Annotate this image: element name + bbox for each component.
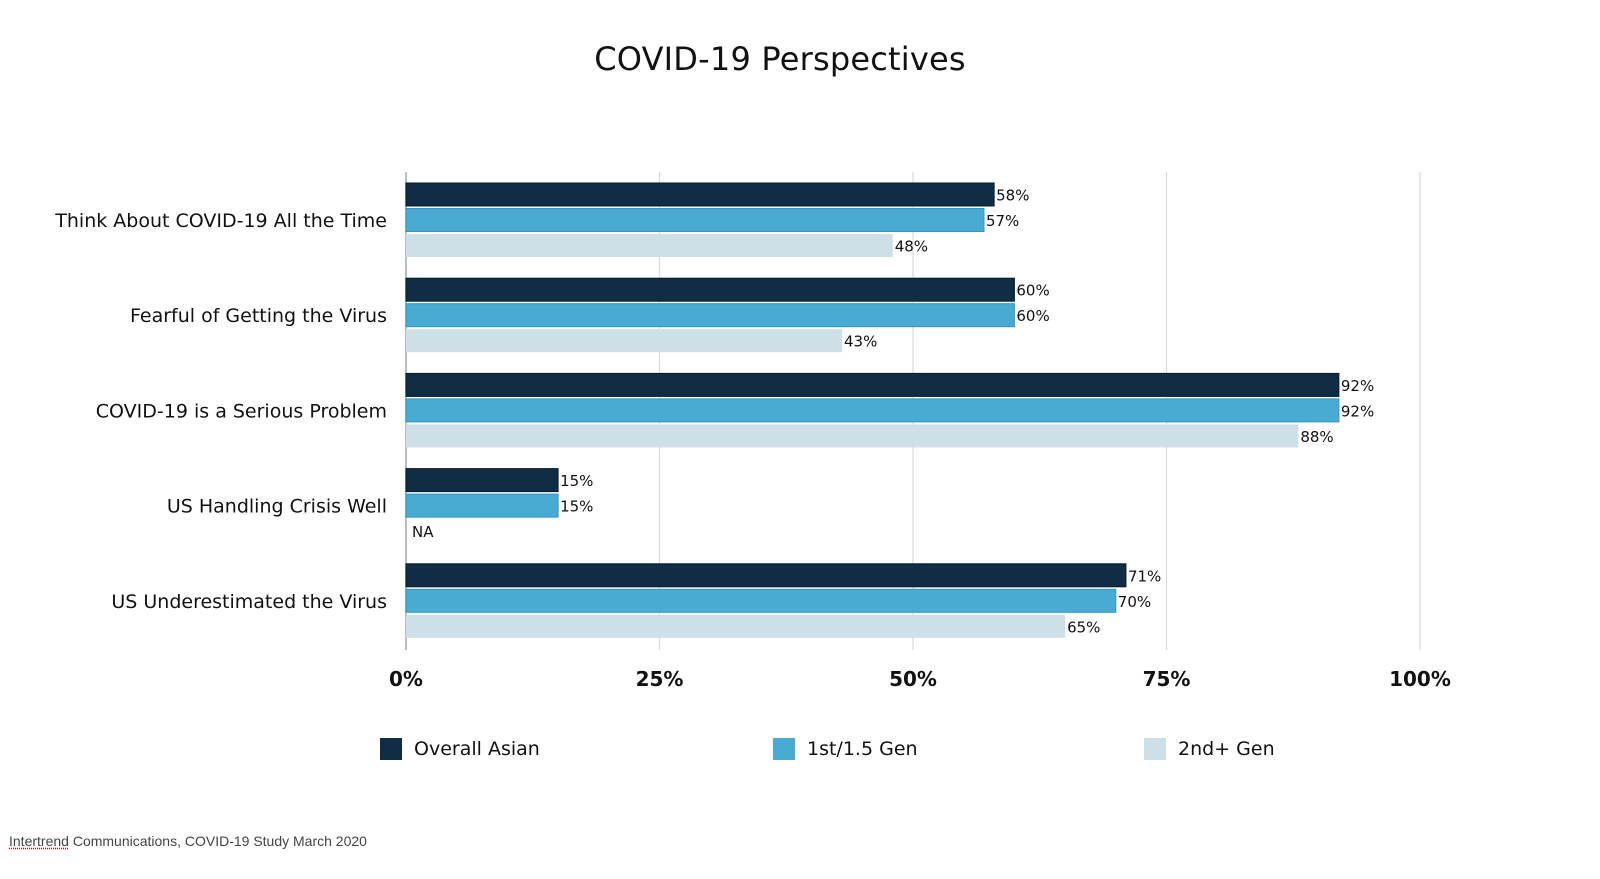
legend-item-overall-asian: Overall Asian	[380, 736, 540, 762]
bar	[405, 182, 995, 207]
legend-item-1st-gen: 1st/1.5 Gen	[773, 736, 918, 762]
category-label: COVID-19 is a Serious Problem	[96, 400, 387, 422]
data-label: 92%	[1341, 377, 1374, 395]
x-tick-labels: 0% 25% 50% 75% 100%	[389, 667, 1451, 691]
source-note: Intertrend Communications, COVID-19 Stud…	[9, 833, 367, 849]
bar	[405, 468, 559, 493]
data-label: 15%	[560, 472, 593, 490]
category-label: US Underestimated the Virus	[111, 591, 387, 613]
category-label: Think About COVID-19 All the Time	[54, 210, 387, 232]
bar	[406, 329, 843, 353]
x-tick-label: 75%	[1143, 667, 1191, 691]
legend-swatch	[773, 738, 795, 760]
data-label: 60%	[1016, 282, 1049, 300]
legend-item-2nd-gen: 2nd+ Gen	[1144, 736, 1275, 762]
bar	[405, 588, 1117, 613]
x-tick-label: 25%	[636, 667, 684, 691]
x-tick-label: 100%	[1389, 667, 1451, 691]
category-labels: Think About COVID-19 All the Time Fearful…	[54, 210, 387, 613]
data-label: 48%	[895, 238, 928, 256]
data-label: 70%	[1118, 593, 1151, 611]
legend-swatch	[1144, 738, 1166, 760]
data-label: 15%	[560, 498, 593, 516]
category-label: Fearful of Getting the Virus	[130, 305, 387, 327]
bar	[405, 277, 1015, 302]
category-label: US Handling Crisis Well	[167, 496, 387, 518]
data-label: 57%	[986, 212, 1019, 230]
data-label: 92%	[1341, 402, 1374, 420]
data-label: 43%	[844, 333, 877, 351]
bar	[405, 208, 985, 232]
legend-label: 2nd+ Gen	[1178, 738, 1275, 760]
data-label: NA	[412, 523, 434, 541]
bar	[406, 234, 893, 257]
legend-label: 1st/1.5 Gen	[807, 738, 918, 760]
data-label: 58%	[996, 187, 1029, 205]
data-label: 71%	[1128, 567, 1161, 585]
data-label: 60%	[1016, 307, 1049, 325]
bar	[405, 398, 1340, 423]
data-label: 88%	[1300, 428, 1333, 446]
x-tick-label: 50%	[889, 667, 937, 691]
bar	[405, 303, 1015, 328]
legend: Overall Asian 1st/1.5 Gen 2nd+ Gen	[0, 736, 1600, 766]
data-label: 65%	[1067, 618, 1100, 636]
bar	[405, 493, 559, 518]
x-tick-label: 0%	[389, 667, 423, 691]
bar	[406, 424, 1299, 448]
bar	[405, 372, 1340, 397]
bar	[405, 563, 1127, 588]
source-text: Communications, COVID-19 Study March 202…	[68, 833, 367, 849]
legend-swatch	[380, 738, 402, 760]
bar	[406, 614, 1066, 638]
source-brand: Intertrend	[9, 833, 69, 849]
bars: 58% 57% 48% 60% 60% 43% 92% 92% 88% 15% 15% NA 71% 70…	[405, 182, 1374, 638]
chart-title: COVID-19 Perspectives	[594, 40, 966, 78]
legend-label: Overall Asian	[414, 738, 540, 760]
